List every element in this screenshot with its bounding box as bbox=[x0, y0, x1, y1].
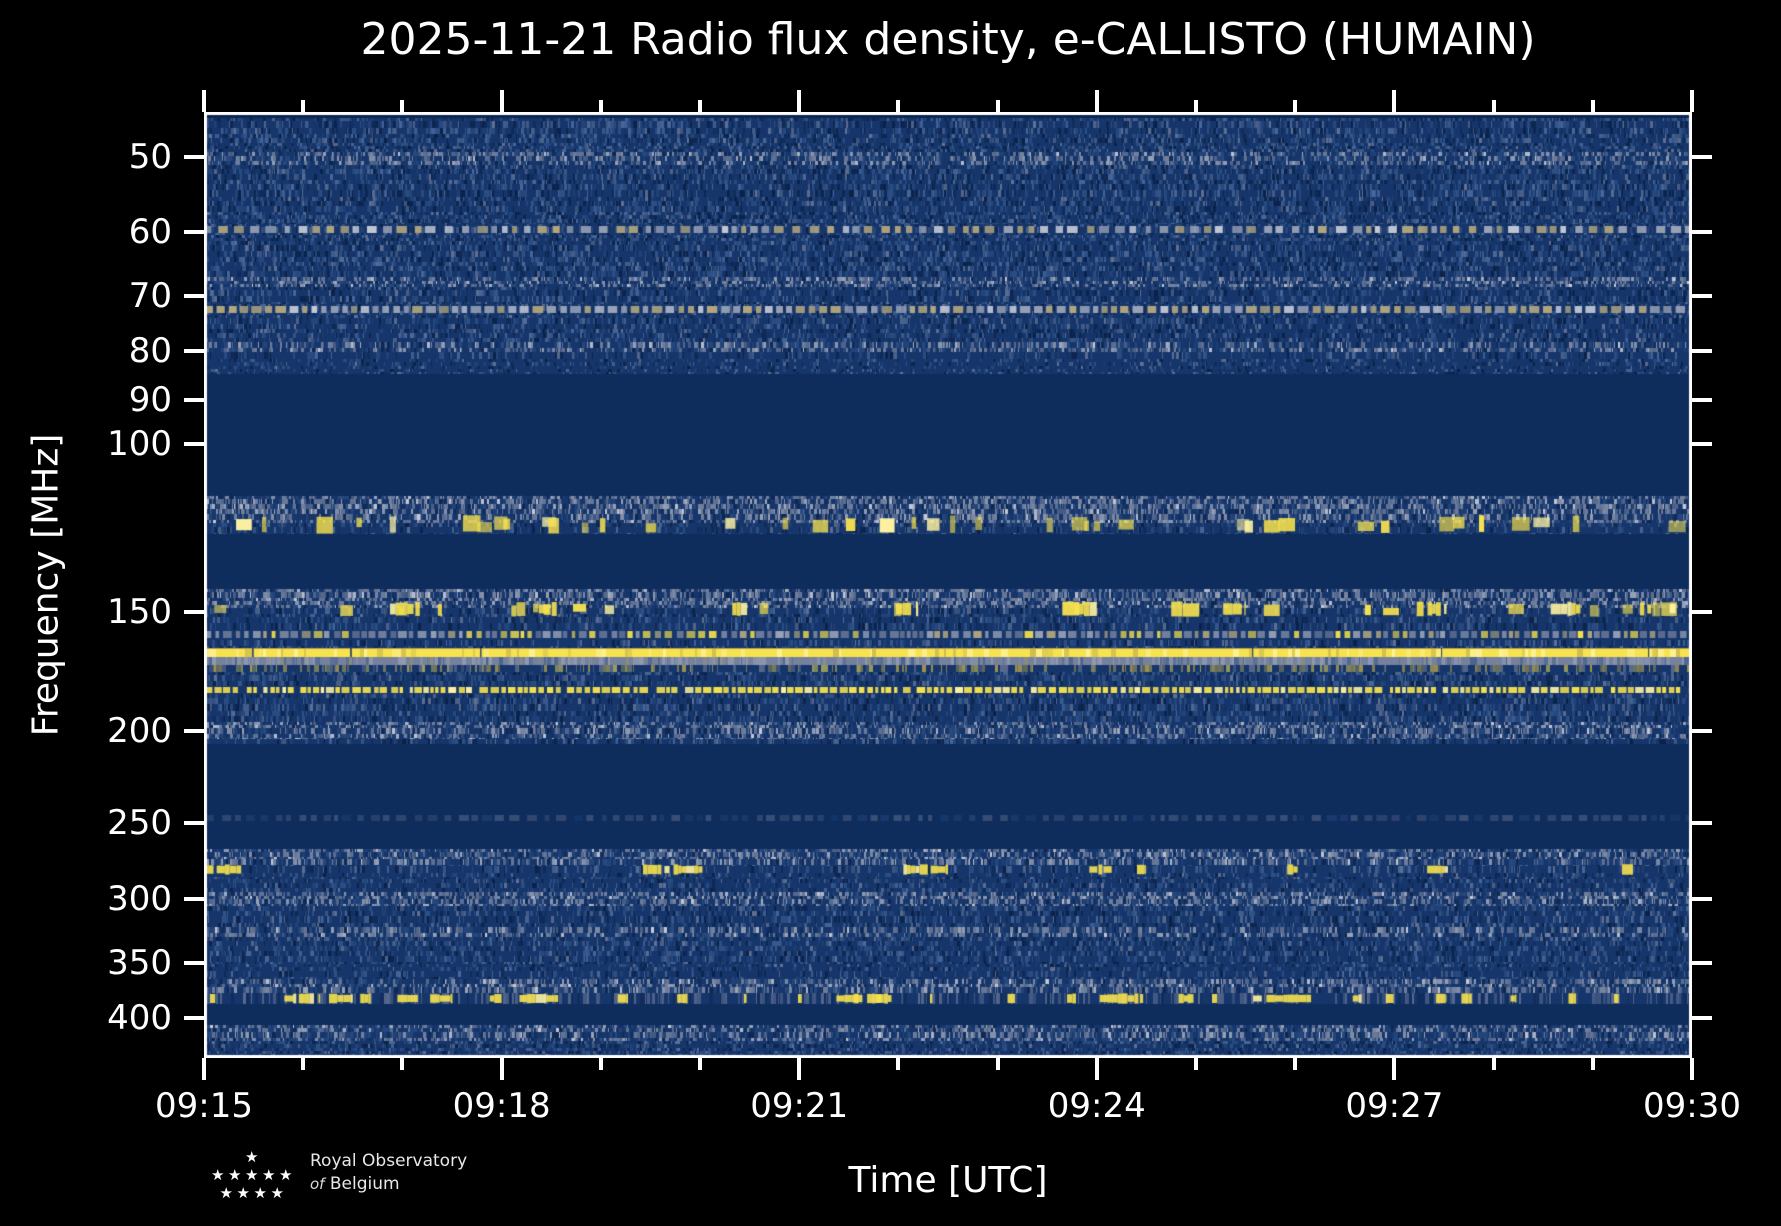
x-minor-tick-bottom bbox=[1491, 1058, 1496, 1070]
x-axis-label: Time [UTC] bbox=[848, 1160, 1048, 1201]
x-major-tick-bottom bbox=[1392, 1058, 1397, 1080]
star-icon: ★ bbox=[253, 1184, 267, 1202]
x-major-tick-bottom bbox=[1690, 1058, 1694, 1080]
y-major-tick-left bbox=[184, 1016, 204, 1021]
x-tick-label: 09:21 bbox=[750, 1086, 849, 1126]
y-tick-label: 250 bbox=[107, 803, 172, 844]
logo-org-line1: Royal Observatory bbox=[310, 1151, 468, 1171]
y-major-tick-right bbox=[1692, 1016, 1712, 1021]
x-minor-tick-bottom bbox=[1194, 1058, 1198, 1070]
star-icon: ★ bbox=[211, 1166, 225, 1184]
y-major-tick-left bbox=[184, 821, 204, 826]
x-minor-tick-bottom bbox=[995, 1058, 1000, 1070]
y-tick-label: 80 bbox=[128, 331, 172, 372]
y-major-tick-right bbox=[1692, 960, 1712, 965]
y-tick-label: 90 bbox=[128, 380, 172, 421]
y-major-tick-left bbox=[184, 897, 204, 902]
y-tick-label: 50 bbox=[128, 136, 172, 177]
y-tick-label: 100 bbox=[107, 423, 172, 464]
y-major-tick-right bbox=[1692, 294, 1712, 298]
x-minor-tick-top bbox=[400, 100, 405, 112]
x-tick-label: 09:15 bbox=[155, 1086, 253, 1126]
y-major-tick-left bbox=[184, 609, 204, 614]
y-major-tick-left bbox=[184, 294, 204, 298]
x-minor-tick-top bbox=[1590, 100, 1595, 112]
star-icon: ★ bbox=[219, 1184, 233, 1202]
x-major-tick-top bbox=[797, 90, 802, 112]
x-major-tick-top bbox=[1392, 90, 1397, 112]
x-major-tick-bottom bbox=[499, 1058, 504, 1080]
x-major-tick-top bbox=[202, 90, 206, 112]
y-tick-label: 300 bbox=[107, 879, 172, 920]
logo-org-line2: of Belgium bbox=[310, 1174, 400, 1194]
y-major-tick-left bbox=[184, 230, 204, 235]
y-major-tick-left bbox=[184, 441, 204, 446]
y-tick-label: 70 bbox=[128, 276, 172, 316]
y-major-tick-left bbox=[184, 154, 204, 159]
y-tick-label: 400 bbox=[107, 998, 172, 1039]
logo-stars-icon: ★ ★ ★ ★ ★ ★ ★ ★ ★ ★ bbox=[206, 1142, 302, 1222]
star-icon: ★ bbox=[236, 1184, 250, 1202]
x-major-tick-bottom bbox=[797, 1058, 802, 1080]
y-major-tick-left bbox=[184, 349, 204, 354]
y-major-tick-right bbox=[1692, 729, 1712, 733]
y-major-tick-left bbox=[184, 398, 204, 403]
y-tick-label: 350 bbox=[107, 942, 172, 983]
y-axis-label: Frequency [MHz] bbox=[25, 433, 67, 737]
star-icon: ★ bbox=[270, 1184, 284, 1202]
y-tick-label: 200 bbox=[107, 711, 172, 751]
y-major-tick-right bbox=[1692, 897, 1712, 902]
x-minor-tick-top bbox=[598, 100, 603, 112]
x-minor-tick-bottom bbox=[1293, 1058, 1298, 1070]
x-minor-tick-top bbox=[1491, 100, 1496, 112]
x-minor-tick-bottom bbox=[400, 1058, 405, 1070]
y-major-tick-right bbox=[1692, 230, 1712, 235]
x-major-tick-top bbox=[1094, 90, 1099, 112]
star-icon: ★ bbox=[262, 1166, 276, 1184]
y-major-tick-right bbox=[1692, 398, 1712, 403]
y-tick-label: 60 bbox=[128, 212, 172, 253]
y-major-tick-right bbox=[1692, 609, 1712, 614]
x-tick-label: 09:18 bbox=[452, 1086, 551, 1126]
chart-title: 2025-11-21 Radio flux density, e-CALLIST… bbox=[360, 14, 1536, 65]
x-minor-tick-top bbox=[698, 100, 702, 112]
x-minor-tick-top bbox=[995, 100, 1000, 112]
logo-text: Royal Observatory of Belgium bbox=[310, 1150, 467, 1196]
star-icon: ★ bbox=[245, 1166, 259, 1184]
x-major-tick-top bbox=[499, 90, 504, 112]
y-major-tick-right bbox=[1692, 154, 1712, 159]
star-icon: ★ bbox=[228, 1166, 242, 1184]
x-tick-label: 09:24 bbox=[1047, 1086, 1146, 1126]
x-tick-label: 09:30 bbox=[1643, 1086, 1741, 1126]
royal-observatory-logo: ★ ★ ★ ★ ★ ★ ★ ★ ★ ★ Royal Observatory of Belgium bbox=[206, 1142, 626, 1222]
x-major-tick-top bbox=[1690, 90, 1694, 112]
x-minor-tick-bottom bbox=[301, 1058, 306, 1070]
x-minor-tick-bottom bbox=[1590, 1058, 1595, 1070]
x-major-tick-bottom bbox=[1094, 1058, 1099, 1080]
x-minor-tick-top bbox=[301, 100, 306, 112]
x-tick-label: 09:27 bbox=[1345, 1086, 1444, 1126]
x-minor-tick-top bbox=[1194, 100, 1198, 112]
y-major-tick-right bbox=[1692, 821, 1712, 826]
y-major-tick-right bbox=[1692, 441, 1712, 446]
y-major-tick-left bbox=[184, 960, 204, 965]
y-tick-label: 150 bbox=[107, 591, 172, 632]
star-icon: ★ bbox=[279, 1166, 293, 1184]
spectrogram-canvas bbox=[204, 112, 1692, 1058]
x-minor-tick-top bbox=[896, 100, 901, 112]
star-icon: ★ bbox=[245, 1148, 259, 1166]
x-minor-tick-bottom bbox=[598, 1058, 603, 1070]
y-major-tick-left bbox=[184, 729, 204, 733]
x-minor-tick-bottom bbox=[896, 1058, 901, 1070]
x-minor-tick-bottom bbox=[698, 1058, 702, 1070]
y-major-tick-right bbox=[1692, 349, 1712, 354]
x-major-tick-bottom bbox=[202, 1058, 206, 1080]
x-minor-tick-top bbox=[1293, 100, 1298, 112]
